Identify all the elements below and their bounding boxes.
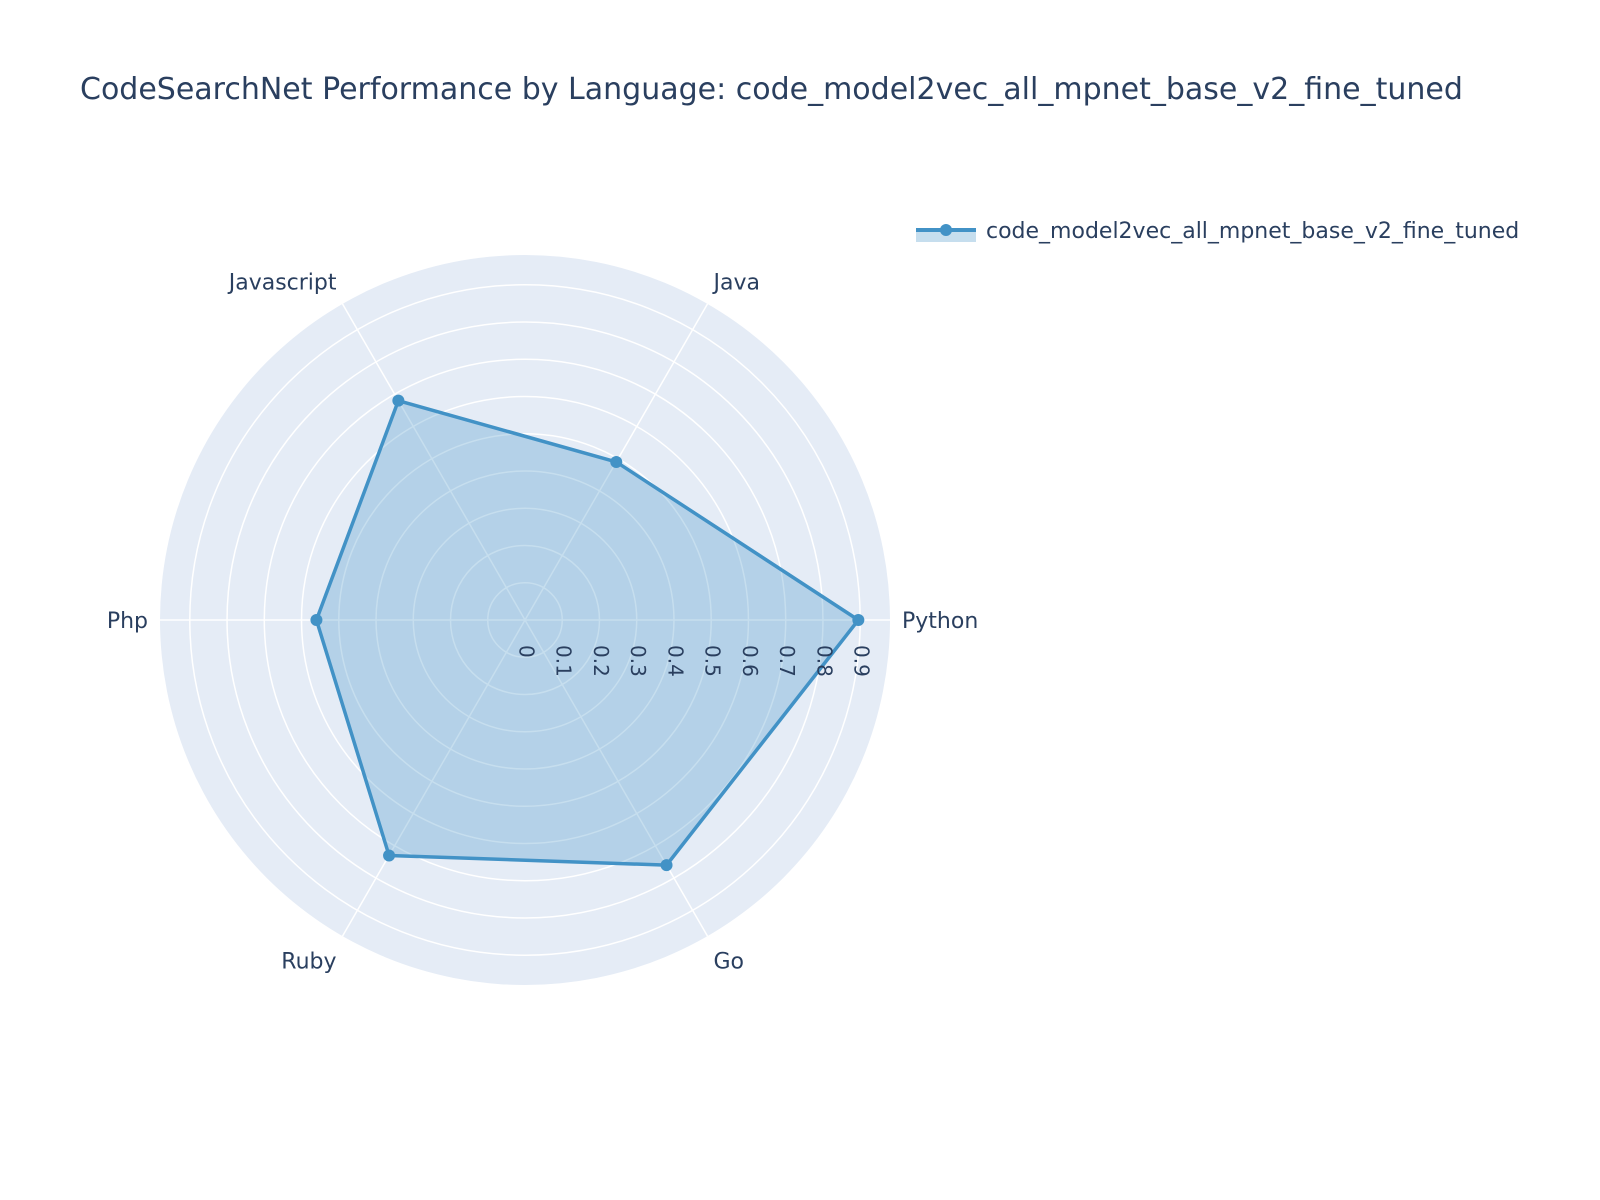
radial-tick-label: 0.8 xyxy=(812,645,836,677)
angular-spoke xyxy=(341,619,526,937)
data-point-go[interactable] xyxy=(660,859,673,872)
legend-marker-swatch xyxy=(940,224,952,236)
radial-tick-label: 0.1 xyxy=(552,645,576,677)
radial-tick-label: 0.4 xyxy=(663,645,687,677)
data-point-ruby[interactable] xyxy=(383,849,396,862)
radial-tick-label: 0.9 xyxy=(850,645,874,677)
angular-spoke xyxy=(341,303,526,621)
data-point-javascript[interactable] xyxy=(392,394,405,407)
radial-tick-label: 0.7 xyxy=(775,645,799,677)
category-label-python: Python xyxy=(902,609,978,634)
data-point-python[interactable] xyxy=(852,614,865,626)
category-label-go: Go xyxy=(714,949,745,974)
radial-tick-label: 0.2 xyxy=(589,645,613,677)
category-label-java: Java xyxy=(712,271,760,296)
polar-area: 0 0.1 0.2 0.3 0.4 0.5 0.6 0.7 0.8 0.9 Python Java Ja… xyxy=(107,255,978,985)
legend[interactable]: code_model2vec_all_mpnet_base_v2_fine_tu… xyxy=(916,219,1519,244)
chart-title: CodeSearchNet Performance by Language: c… xyxy=(80,72,1463,107)
radial-tick-label: 0.3 xyxy=(626,645,650,677)
category-label-javascript: Javascript xyxy=(227,271,337,296)
radial-tick-label: 0.5 xyxy=(701,645,725,677)
data-point-php[interactable] xyxy=(310,614,323,626)
radial-tick-label: 0 xyxy=(515,645,539,658)
angular-spoke xyxy=(524,619,709,937)
category-label-ruby: Ruby xyxy=(281,949,336,974)
radial-tick-label: 0.6 xyxy=(738,645,762,677)
legend-label-series-1: code_model2vec_all_mpnet_base_v2_fine_tu… xyxy=(986,219,1519,244)
category-label-php: Php xyxy=(107,609,148,634)
data-point-java[interactable] xyxy=(610,455,623,468)
